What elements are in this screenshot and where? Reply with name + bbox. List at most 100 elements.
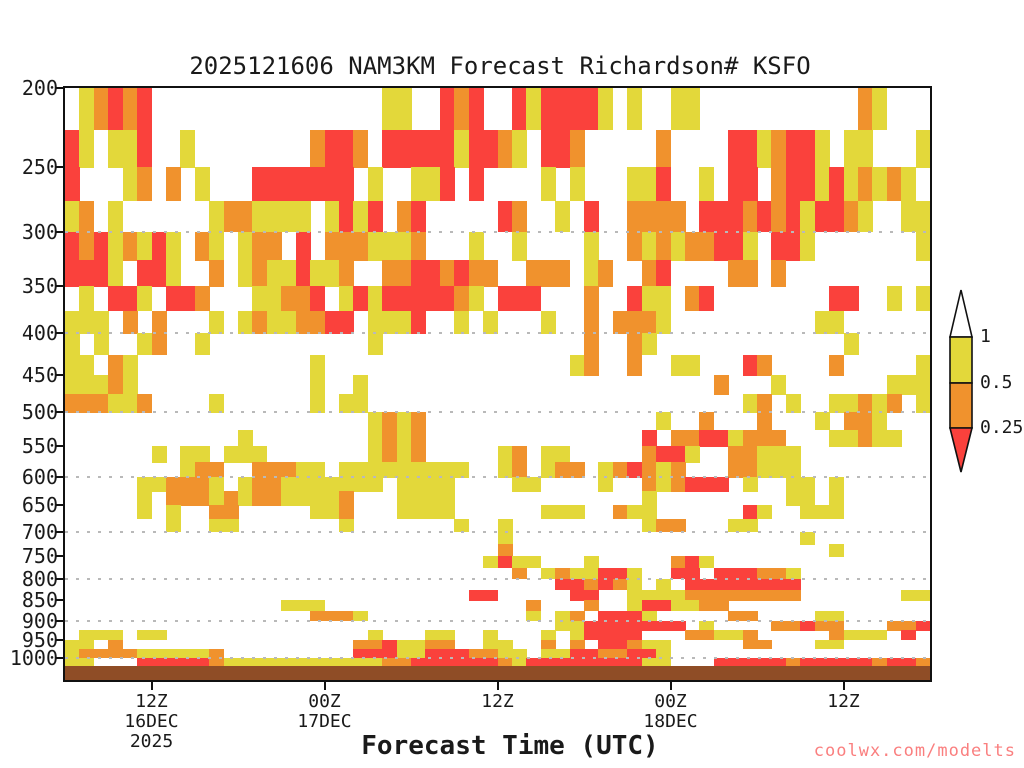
heatmap-cell xyxy=(209,231,225,261)
y-tick-label: 700 xyxy=(21,519,58,544)
heatmap-cell xyxy=(684,600,700,612)
heatmap-cell xyxy=(656,200,672,233)
heatmap-cell xyxy=(367,657,383,667)
heatmap-cell xyxy=(79,200,95,233)
heatmap-cell xyxy=(122,375,138,395)
heatmap-cell xyxy=(468,231,484,261)
heatmap-cell xyxy=(857,200,873,233)
heatmap-cell xyxy=(310,476,326,493)
heatmap-cell xyxy=(194,476,210,493)
heatmap-cell xyxy=(713,476,729,493)
heatmap-cell xyxy=(396,129,412,168)
heatmap-cell xyxy=(555,620,571,631)
heatmap-cell xyxy=(785,657,801,667)
heatmap-cell xyxy=(483,589,499,601)
heatmap-cell xyxy=(425,461,441,478)
heatmap-cell xyxy=(65,394,81,414)
heatmap-cell xyxy=(324,310,340,334)
heatmap-cell xyxy=(699,630,715,641)
heatmap-cell xyxy=(814,167,830,202)
heatmap-cell xyxy=(65,129,81,168)
heatmap-cell xyxy=(656,259,672,287)
heatmap-cell xyxy=(526,657,542,667)
heatmap-cell xyxy=(353,394,369,414)
x-tick-label: 00Z 17DEC xyxy=(297,691,352,732)
heatmap-cell xyxy=(511,446,527,463)
heatmap-cell xyxy=(266,310,282,334)
heatmap-cell xyxy=(382,429,398,447)
heatmap-cell xyxy=(901,375,917,395)
heatmap-cell xyxy=(209,310,225,334)
heatmap-cell xyxy=(785,578,801,591)
heatmap-cell xyxy=(122,231,138,261)
heatmap-cell xyxy=(771,446,787,463)
heatmap-cell xyxy=(699,578,715,591)
heatmap-cell xyxy=(338,394,354,414)
heatmap-cell xyxy=(137,88,153,131)
heatmap-cell xyxy=(641,231,657,261)
heatmap-cell xyxy=(555,88,571,131)
heatmap-cell xyxy=(483,259,499,287)
heatmap-cell xyxy=(497,461,513,478)
heatmap-cell xyxy=(367,446,383,463)
heatmap-cell xyxy=(584,259,600,287)
heatmap-cell xyxy=(79,286,95,312)
y-tick-mark xyxy=(56,530,64,533)
heatmap-cell xyxy=(468,589,484,601)
heatmap-cell xyxy=(742,200,758,233)
heatmap-cell xyxy=(65,639,81,650)
heatmap-cell xyxy=(757,412,773,431)
heatmap-cell xyxy=(281,461,297,478)
heatmap-cell xyxy=(814,412,830,431)
heatmap-cell xyxy=(771,578,787,591)
heatmap-cell xyxy=(65,657,81,667)
heatmap-cell xyxy=(641,657,657,667)
heatmap-cell xyxy=(411,657,427,667)
y-tick-label: 600 xyxy=(21,464,58,489)
heatmap-cell xyxy=(901,630,917,641)
heatmap-cell xyxy=(656,518,672,533)
x-tick-mark xyxy=(496,682,499,690)
heatmap-cell xyxy=(108,129,124,168)
heatmap-cell xyxy=(872,412,888,431)
heatmap-cell xyxy=(165,491,181,506)
heatmap-cell xyxy=(728,630,744,641)
heatmap-cell xyxy=(857,167,873,202)
heatmap-cell xyxy=(367,476,383,493)
heatmap-cell xyxy=(137,259,153,287)
heatmap-cell xyxy=(641,167,657,202)
heatmap-cell xyxy=(757,639,773,650)
heatmap-cell xyxy=(627,231,643,261)
heatmap-cell xyxy=(266,286,282,312)
heatmap-cell xyxy=(627,354,643,376)
heatmap-cell xyxy=(641,476,657,493)
y-tick-label: 500 xyxy=(21,400,58,425)
heatmap-cell xyxy=(627,167,643,202)
heatmap-cell xyxy=(122,88,138,131)
heatmap-cell xyxy=(641,333,657,356)
heatmap-cell xyxy=(785,446,801,463)
heatmap-cell xyxy=(540,167,556,202)
heatmap-cell xyxy=(555,446,571,463)
heatmap-cell xyxy=(252,491,268,506)
pressure-gridline xyxy=(65,411,930,414)
heatmap-cell xyxy=(584,555,600,569)
heatmap-cell xyxy=(511,88,527,131)
heatmap-cell xyxy=(641,505,657,520)
heatmap-cell xyxy=(670,461,686,478)
heatmap-cell xyxy=(684,589,700,601)
heatmap-cell xyxy=(569,589,585,601)
heatmap-cell xyxy=(857,88,873,131)
heatmap-cell xyxy=(757,354,773,376)
y-tick-label: 1000 xyxy=(9,645,58,670)
watermark-text: coolwx.com/modelts xyxy=(813,741,1016,761)
heatmap-cell xyxy=(223,200,239,233)
y-tick-mark xyxy=(56,411,64,414)
heatmap-cell xyxy=(338,259,354,287)
y-tick-label: 300 xyxy=(21,219,58,244)
heatmap-cell xyxy=(281,491,297,506)
heatmap-cell xyxy=(122,354,138,376)
heatmap-cell xyxy=(670,567,686,580)
heatmap-cell xyxy=(713,630,729,641)
heatmap-cell xyxy=(843,200,859,233)
